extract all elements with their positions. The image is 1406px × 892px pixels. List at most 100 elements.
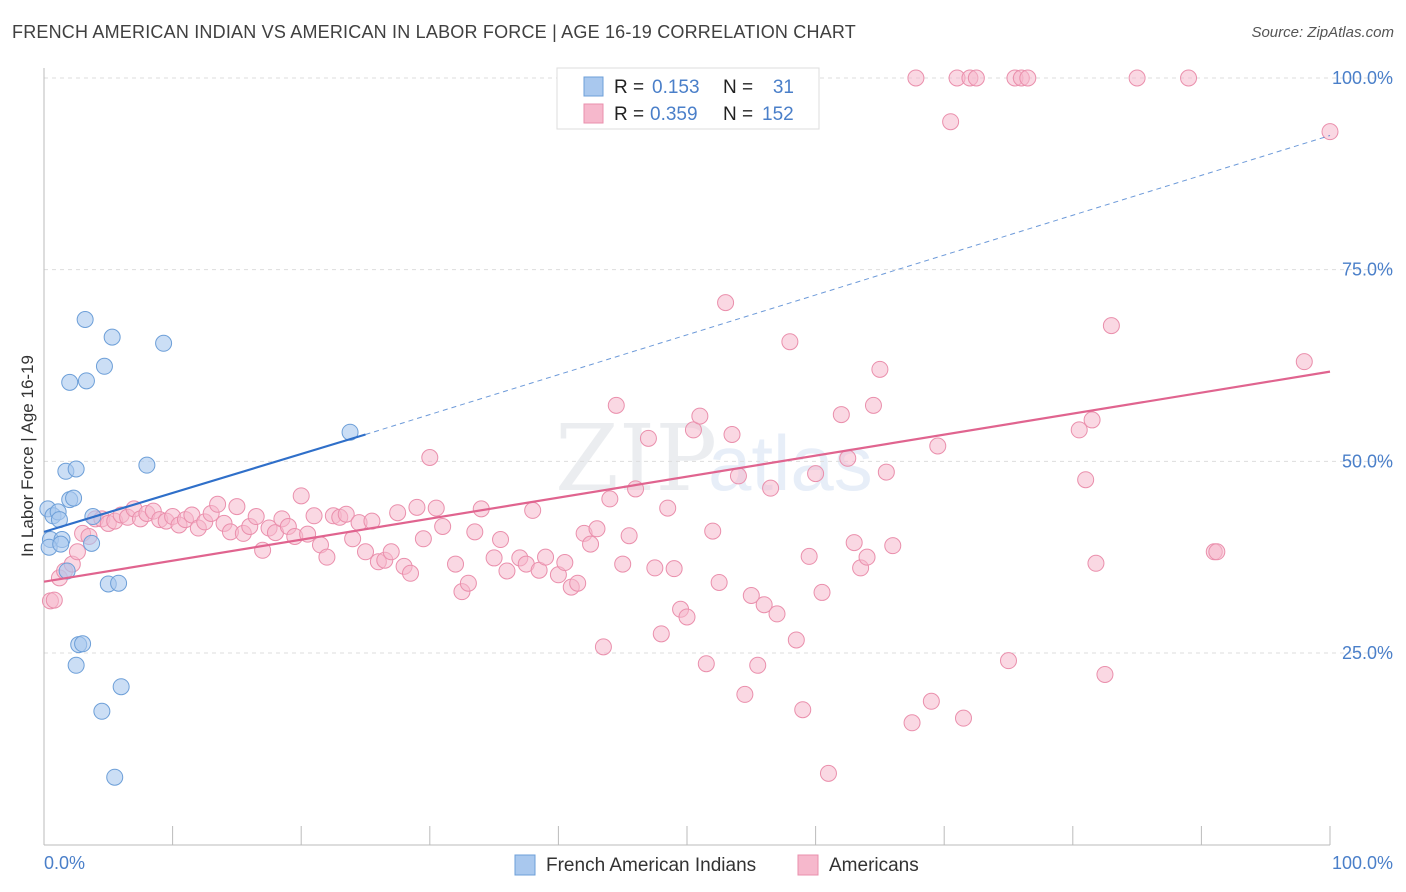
- americans-point: [414, 530, 432, 548]
- americans-point: [1070, 421, 1088, 439]
- americans-point: [665, 560, 683, 578]
- x-ticks: [43, 826, 1331, 845]
- americans-point: [427, 499, 445, 517]
- y-tick-labels: 25.0% 50.0% 75.0% 100.0%: [1332, 68, 1393, 663]
- americans-point: [1000, 652, 1017, 670]
- legend-n-label: N =: [723, 104, 753, 125]
- trend-lines: [43, 135, 1331, 583]
- americans-point: [1083, 411, 1101, 429]
- americans-point: [652, 625, 670, 643]
- americans-point: [209, 495, 227, 513]
- americans-point: [781, 333, 799, 351]
- americans-point: [710, 573, 728, 591]
- french-american-indians-trend-extension: [365, 135, 1331, 435]
- americans-point: [736, 685, 754, 703]
- americans-point: [929, 437, 947, 455]
- french-american-indians-point: [155, 334, 173, 352]
- americans-point: [858, 548, 876, 566]
- americans-point: [1208, 543, 1226, 561]
- americans-point: [646, 559, 664, 577]
- americans-point: [228, 498, 246, 516]
- americans-point: [292, 487, 310, 505]
- americans-point: [684, 421, 702, 439]
- americans-point: [1077, 471, 1095, 489]
- legend-swatch-pink: [583, 103, 604, 124]
- y-tick-label: 50.0%: [1342, 451, 1393, 471]
- americans-point: [459, 574, 477, 592]
- americans-point: [1295, 353, 1313, 371]
- bottom-legend-swatch-pink: [797, 854, 819, 876]
- legend-swatch-blue: [583, 76, 604, 97]
- americans-point: [942, 113, 960, 131]
- french-american-indians-point: [95, 357, 113, 375]
- americans-point: [907, 69, 925, 87]
- french-american-indians-point: [77, 372, 95, 390]
- americans-point: [794, 701, 812, 719]
- americans-point: [697, 655, 715, 673]
- americans-point: [447, 555, 465, 573]
- french-american-indians-point: [110, 574, 128, 592]
- americans-point: [537, 548, 555, 566]
- y-tick-label: 25.0%: [1342, 643, 1393, 663]
- americans-point: [922, 692, 940, 710]
- french-american-indians-point: [93, 702, 111, 720]
- americans-point: [768, 605, 786, 623]
- americans-point: [318, 548, 336, 566]
- americans-point: [864, 396, 882, 414]
- x-tick-label-min: 0.0%: [44, 853, 85, 873]
- americans-point: [582, 535, 600, 553]
- french-american-indians-trend-line: [43, 433, 366, 533]
- americans-point: [832, 406, 850, 424]
- legend-n-value-blue: 31: [773, 77, 794, 98]
- americans-point: [434, 518, 452, 535]
- chart-title: FRENCH AMERICAN INDIAN VS AMERICAN IN LA…: [12, 22, 856, 42]
- french-american-indians-point: [74, 635, 92, 653]
- americans-point: [839, 449, 857, 467]
- americans-point: [742, 587, 760, 604]
- americans-point: [607, 396, 625, 414]
- americans-point: [601, 490, 619, 508]
- grid-lines: [44, 77, 1393, 654]
- americans-point: [704, 522, 722, 540]
- americans-point: [717, 294, 735, 312]
- americans-point: [408, 498, 426, 516]
- french-american-indians-point: [52, 535, 70, 553]
- americans-point: [691, 407, 709, 425]
- bottom-legend-swatch-blue: [514, 854, 536, 876]
- americans-point: [1128, 69, 1146, 87]
- french-american-indians-point: [67, 656, 85, 674]
- americans-points: [41, 69, 1339, 782]
- legend-r-value-pink: 0.359: [650, 104, 698, 125]
- americans-point: [466, 523, 484, 541]
- americans-point: [305, 507, 323, 525]
- legend-r-label: R =: [614, 104, 644, 125]
- americans-point: [1087, 554, 1105, 572]
- americans-point: [967, 69, 985, 87]
- series-legend: French American Indians Americans: [514, 854, 919, 876]
- y-axis-title: In Labor Force | Age 16-19: [18, 355, 37, 557]
- french-american-indians-point: [67, 460, 85, 478]
- americans-point: [871, 360, 889, 378]
- french-american-indians-point: [138, 456, 156, 474]
- americans-point: [498, 562, 516, 580]
- americans-point: [639, 429, 657, 447]
- french-american-indians-point: [76, 311, 94, 328]
- french-american-indians-point: [65, 489, 83, 507]
- americans-point: [749, 656, 767, 674]
- stats-legend: R = 0.153 N = 31 R = 0.359 N = 152: [556, 67, 820, 130]
- bottom-legend-label-pink: Americans: [829, 855, 919, 876]
- bottom-legend-label-blue: French American Indians: [546, 855, 756, 876]
- americans-point: [68, 543, 86, 561]
- americans-point: [787, 631, 805, 649]
- americans-point: [800, 547, 818, 565]
- legend-r-value-blue: 0.153: [652, 77, 700, 98]
- americans-point: [723, 426, 741, 443]
- americans-point: [594, 638, 612, 656]
- americans-point: [524, 501, 542, 519]
- y-tick-label: 100.0%: [1332, 68, 1393, 88]
- french-american-indians-point: [103, 328, 121, 346]
- americans-point: [382, 543, 400, 561]
- americans-point: [556, 554, 574, 572]
- americans-point: [1096, 665, 1114, 683]
